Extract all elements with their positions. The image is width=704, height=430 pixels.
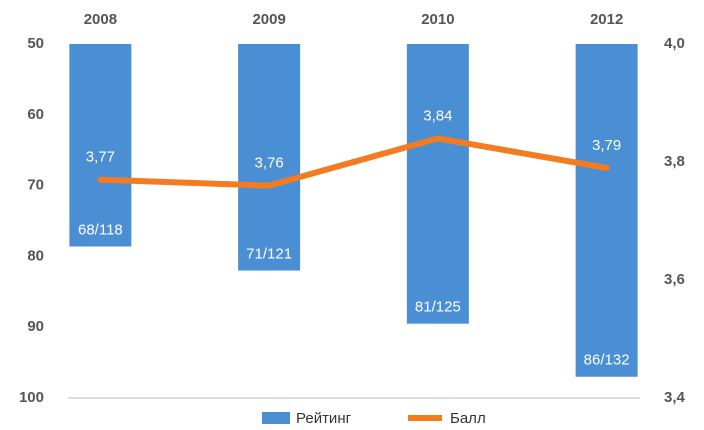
x-tick-label: 2008 [84,11,117,28]
y-tick-label: 50 [27,35,44,52]
bar-label: 81/125 [415,299,461,316]
bar-label: 86/132 [584,352,630,369]
x-tick-label: 2009 [252,11,285,28]
line [97,135,610,189]
line-label: 3,76 [255,155,284,172]
y-tick-label: 100 [19,389,44,406]
bar [69,44,132,247]
x-tick-label: 2012 [590,11,623,28]
y2-tick-label: 3,8 [664,153,685,170]
y-tick-label: 90 [27,318,44,335]
x-tick-label: 2010 [421,11,454,28]
bar [238,44,301,271]
legend-label: Балл [450,410,486,427]
y2-tick-label: 4,0 [664,35,685,52]
y2-tick-label: 3,4 [664,389,686,406]
line-label: 3,77 [86,149,115,166]
y-tick-label: 70 [27,177,44,194]
legend-swatch [262,412,290,424]
legend-label: Рейтинг [296,410,352,427]
bar-label: 68/118 [78,221,123,238]
y-tick-label: 60 [27,106,44,123]
bar [575,44,638,377]
y-tick-label: 80 [27,247,44,264]
line-label: 3,84 [423,107,452,124]
bar-label: 71/121 [246,246,292,263]
line-label: 3,79 [592,137,621,154]
y2-tick-label: 3,6 [664,271,685,288]
bar [406,44,469,324]
